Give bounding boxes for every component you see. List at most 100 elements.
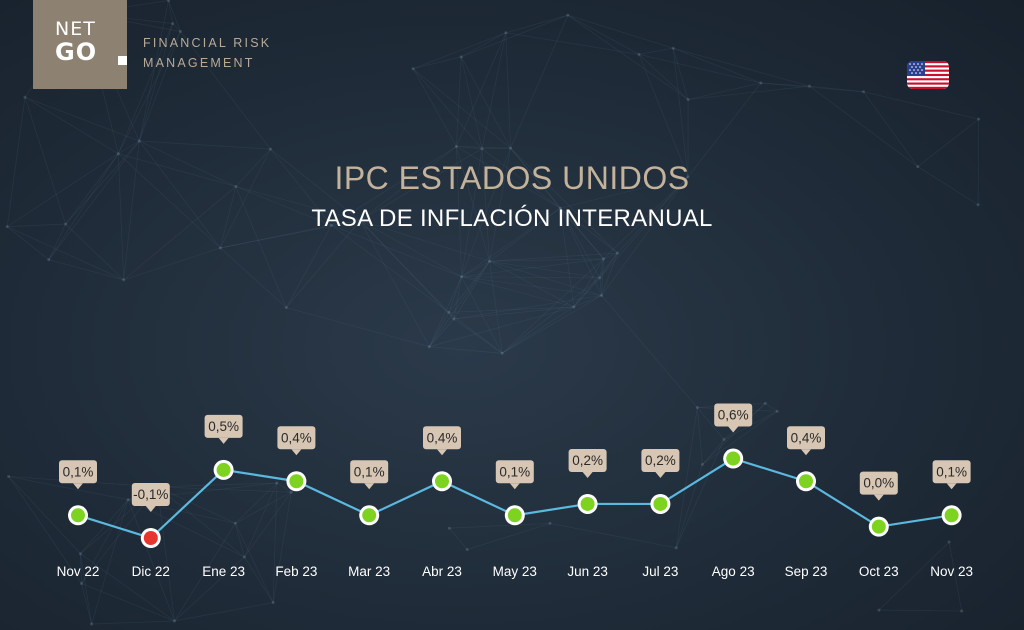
marker-dot <box>580 496 595 511</box>
data-label-box <box>714 403 753 427</box>
marker-dot <box>289 474 304 489</box>
data-label: 0,2% <box>568 448 607 478</box>
data-label: 0,1% <box>932 460 971 490</box>
data-label-text: 0,1% <box>499 464 530 479</box>
chart-subtitle: TASA DE INFLACIÓN INTERANUAL <box>311 205 713 232</box>
data-point <box>577 493 598 514</box>
x-tick-label: Jun 23 <box>567 564 608 579</box>
data-label-box <box>787 426 825 450</box>
data-label: 0,4% <box>277 426 316 456</box>
data-point <box>286 471 307 492</box>
data-label-box <box>277 426 316 450</box>
data-point <box>213 459 234 480</box>
data-point <box>504 505 525 526</box>
x-tick-label: Sep 23 <box>785 564 828 579</box>
data-point <box>868 516 889 537</box>
x-tick-label: Mar 23 <box>348 564 390 579</box>
data-label-pointer <box>145 506 156 512</box>
data-label-text: 0,1% <box>354 464 385 479</box>
x-tick-label: Feb 23 <box>275 564 317 579</box>
marker-dot <box>871 519 886 534</box>
data-point <box>140 528 161 548</box>
data-label-box <box>568 448 607 472</box>
data-label-text: 0,5% <box>208 419 239 434</box>
marker-dot <box>216 462 231 477</box>
data-label-box <box>350 460 389 484</box>
data-point <box>359 505 380 526</box>
data-label-pointer <box>655 471 666 478</box>
company-line-2: MANAGEMENT <box>143 56 255 70</box>
data-label-box <box>859 471 898 495</box>
marker-dot <box>362 508 377 523</box>
x-tick-label: Abr 23 <box>422 564 462 579</box>
marker-dot <box>944 508 959 523</box>
data-label: 0,6% <box>714 403 753 433</box>
data-label-text: 0,4% <box>791 430 822 445</box>
x-tick-label: Ago 23 <box>712 564 755 579</box>
network-lines <box>5 0 981 626</box>
data-label: -0,1% <box>131 483 170 512</box>
marker-dot <box>435 474 449 489</box>
data-label-pointer <box>801 449 811 456</box>
x-tick-label: Jul 23 <box>642 564 678 579</box>
marker-dot <box>726 451 741 466</box>
data-label: 0,5% <box>204 414 243 444</box>
data-label: 0,1% <box>59 460 97 490</box>
data-label-pointer <box>437 449 447 456</box>
data-label-pointer <box>291 449 302 456</box>
data-label-box <box>423 426 461 450</box>
data-label-text: 0,1% <box>63 464 94 479</box>
logo: NET GO <box>33 0 127 89</box>
data-point <box>723 448 744 469</box>
data-label: 0,1% <box>350 460 389 490</box>
data-label-pointer <box>946 483 957 490</box>
data-label: 0,1% <box>495 460 534 490</box>
data-label-text: -0,1% <box>133 487 168 502</box>
data-label: 0,0% <box>859 471 898 501</box>
marker-dot <box>507 508 522 523</box>
x-tick-label: Ene 23 <box>202 564 245 579</box>
data-point <box>650 493 671 514</box>
line-chart: 0,1% Nov 22 -0,1% Dic 22 0,5% Ene 23 0,4% Feb 2… <box>57 403 973 579</box>
data-label-pointer <box>582 471 593 478</box>
data-label-pointer <box>218 437 229 444</box>
marker-dot <box>799 474 813 489</box>
data-label-box <box>204 414 243 438</box>
data-label-text: 0,4% <box>281 430 312 445</box>
data-label-box <box>59 460 97 484</box>
data-label-pointer <box>73 483 83 490</box>
logo-dot <box>118 56 127 65</box>
data-label-text: 0,0% <box>863 476 894 491</box>
data-label-pointer <box>728 426 739 433</box>
data-point <box>796 471 816 492</box>
chart-title: IPC ESTADOS UNIDOS <box>334 160 690 196</box>
data-label-box <box>131 483 170 506</box>
company-name: FINANCIAL RISK MANAGEMENT <box>143 33 271 73</box>
us-flag-icon <box>907 61 949 89</box>
data-point <box>941 505 962 526</box>
marker-dot <box>71 508 85 523</box>
data-label-pointer <box>873 494 884 501</box>
marker-dot <box>653 496 668 511</box>
data-label: 0,4% <box>423 426 461 456</box>
x-tick-label: Dic 22 <box>132 564 170 579</box>
data-label-text: 0,1% <box>936 464 967 479</box>
data-label-pointer <box>364 483 375 490</box>
x-tick-label: Oct 23 <box>859 564 899 579</box>
company-line-1: FINANCIAL RISK <box>143 36 272 50</box>
data-label-box <box>932 460 971 484</box>
data-point <box>432 471 452 492</box>
data-label-text: 0,4% <box>427 430 458 445</box>
x-tick-label: Nov 23 <box>930 564 973 579</box>
x-tick-label: May 23 <box>493 564 537 579</box>
data-label: 0,2% <box>641 448 680 478</box>
data-label-box <box>641 448 680 472</box>
data-label-pointer <box>509 483 520 490</box>
logo-text-net: NET <box>55 18 96 40</box>
data-point <box>68 505 88 526</box>
data-label-box <box>495 460 534 484</box>
marker-dot <box>143 531 158 545</box>
logo-text-go: GO <box>55 38 98 66</box>
x-tick-label: Nov 22 <box>57 564 100 579</box>
